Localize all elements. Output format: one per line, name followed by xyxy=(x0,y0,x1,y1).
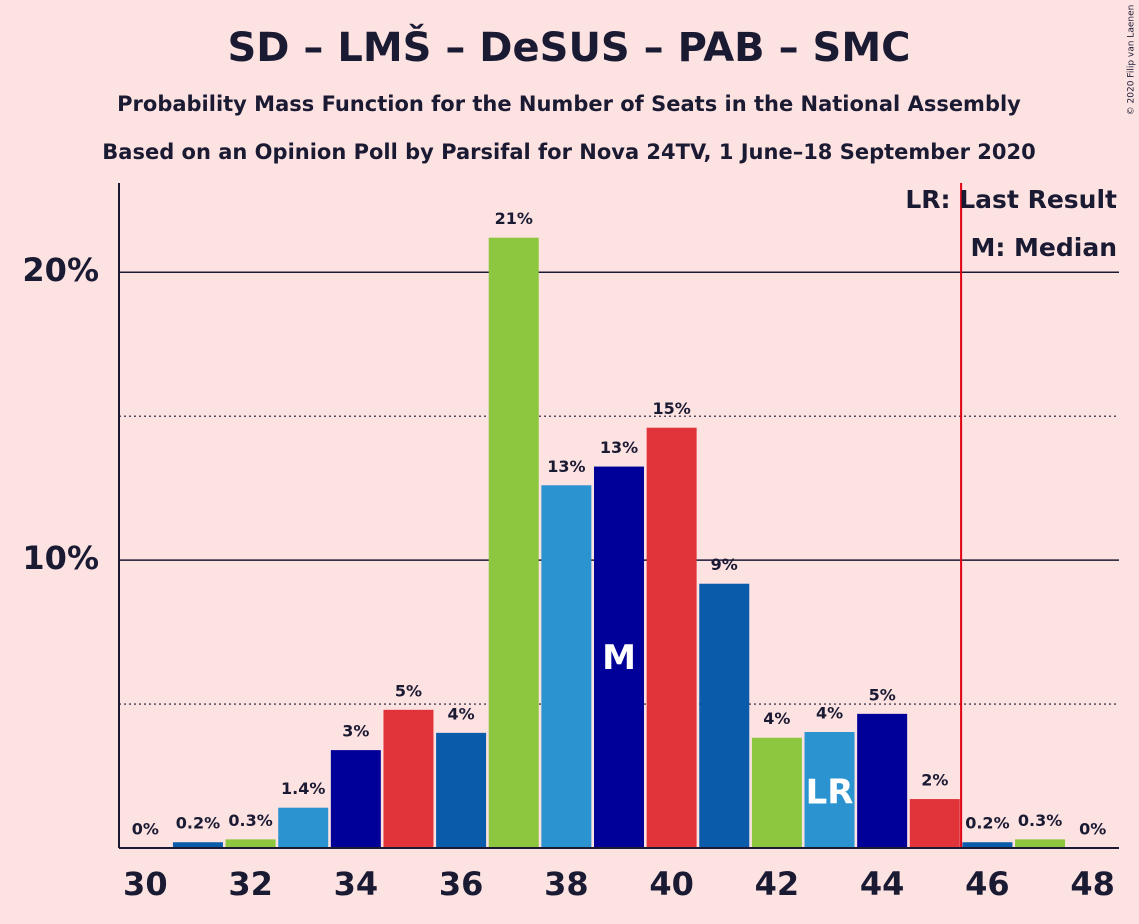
chart-subtitle: Based on an Opinion Poll by Parsifal for… xyxy=(102,140,1035,164)
value-label: 21% xyxy=(495,209,533,228)
value-label: 0.3% xyxy=(1018,811,1062,830)
value-label: 1.4% xyxy=(281,779,325,798)
value-label: 0% xyxy=(132,820,159,839)
bar xyxy=(541,485,592,848)
copyright: © 2020 Filip van Laenen xyxy=(1127,5,1137,116)
bar xyxy=(330,750,381,848)
value-label: 5% xyxy=(869,685,896,704)
x-tick-label: 38 xyxy=(544,865,589,903)
bar xyxy=(804,731,855,848)
bar xyxy=(225,839,276,848)
x-tick-label: 44 xyxy=(860,865,905,903)
value-label: 15% xyxy=(652,399,690,418)
median-marker: M xyxy=(602,638,636,678)
value-label: 0.2% xyxy=(176,814,220,833)
bar xyxy=(488,237,539,849)
value-label: 2% xyxy=(921,771,948,790)
value-label: 5% xyxy=(395,681,422,700)
x-tick-label: 36 xyxy=(439,865,484,903)
last-result-marker: LR xyxy=(806,772,854,812)
x-tick-label: 30 xyxy=(123,865,168,903)
bar xyxy=(278,807,329,848)
x-tick-label: 32 xyxy=(228,865,273,903)
bar xyxy=(857,713,908,848)
chart-subtitle: Probability Mass Function for the Number… xyxy=(117,92,1021,116)
bar xyxy=(751,737,802,848)
bar xyxy=(646,427,697,848)
chart-title: SD – LMŠ – DeSUS – PAB – SMC xyxy=(227,23,910,71)
x-tick-label: 40 xyxy=(649,865,694,903)
value-label: 13% xyxy=(600,438,638,457)
legend-entry: LR: Last Result xyxy=(905,185,1117,214)
value-label: 3% xyxy=(342,722,369,741)
value-label: 9% xyxy=(711,555,738,574)
x-tick-label: 48 xyxy=(1070,865,1115,903)
value-label: 4% xyxy=(816,703,843,722)
bar xyxy=(1015,839,1066,848)
bar xyxy=(962,842,1013,848)
bar xyxy=(172,842,223,848)
y-tick-label: 10% xyxy=(22,539,99,577)
bar xyxy=(436,732,487,848)
value-label: 0.2% xyxy=(965,814,1009,833)
x-tick-label: 34 xyxy=(334,865,379,903)
x-tick-label: 42 xyxy=(755,865,800,903)
bar xyxy=(699,583,750,848)
x-tick-label: 46 xyxy=(965,865,1010,903)
value-label: 4% xyxy=(448,704,475,723)
value-label: 0.3% xyxy=(228,811,272,830)
value-label: 4% xyxy=(763,709,790,728)
value-label: 0% xyxy=(1079,820,1106,839)
value-label: 13% xyxy=(547,457,585,476)
bar xyxy=(383,709,434,848)
bar xyxy=(909,799,960,848)
legend-entry: M: Median xyxy=(970,233,1117,262)
y-tick-label: 20% xyxy=(22,251,99,289)
bar xyxy=(594,466,644,848)
